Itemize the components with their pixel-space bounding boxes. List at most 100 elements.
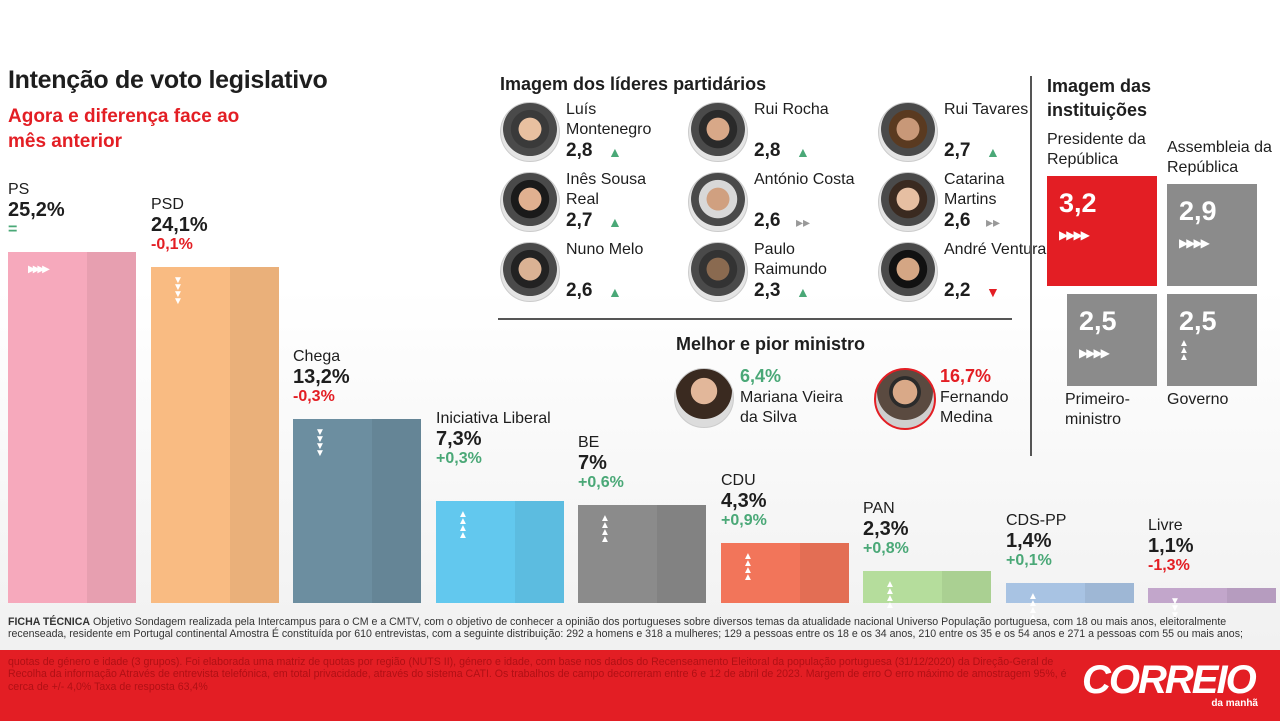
worst-minister-pct: 16,7%: [940, 366, 992, 386]
bar-label-3: Iniciativa Liberal 7,3% +0,3%: [436, 409, 566, 469]
leader-photo: [688, 242, 748, 302]
trend-down-icon: ▼: [986, 284, 1000, 300]
bar-trend-icon: ▲ ▲ ▲ ▲: [885, 579, 895, 611]
bar-label-5: CDU 4,3% +0,9%: [721, 471, 851, 531]
bar-label-6: PAN 2,3% +0,8%: [863, 499, 993, 559]
bar-category-label: CDU: [721, 472, 756, 489]
best-minister-pct: 6,4%: [740, 366, 782, 386]
bar-value-label: 25,2%: [8, 199, 65, 221]
bar-3: ▲ ▲ ▲ ▲: [436, 501, 564, 603]
bar-2: ▼ ▼ ▼ ▼: [293, 419, 421, 603]
logo-tagline: da manhã: [1211, 698, 1258, 709]
leader-score: 2,6: [754, 210, 781, 231]
bar-value-label: 24,1%: [151, 214, 208, 236]
leader-score: 2,8: [566, 140, 593, 161]
best-minister-name: Mariana Vieira da Silva: [740, 389, 843, 426]
bar-8: ▼ ▼ ▼ ▼: [1148, 588, 1276, 628]
bar-6: ▲ ▲ ▲ ▲: [863, 571, 991, 611]
bar-shade: [515, 501, 564, 603]
leader-name: André Ventura: [944, 241, 1047, 258]
leader-1: Rui Rocha 2,8 ▲: [688, 100, 868, 164]
bar-label-1: PSD 24,1% -0,1%: [151, 195, 281, 255]
bar-diff-label: +0,3%: [436, 450, 482, 467]
bar-label-7: CDS-PP 1,4% +0,1%: [1006, 511, 1136, 571]
bar-shade: [942, 571, 991, 603]
institution-box-2: 2,5 ▶▶▶▶: [1067, 294, 1157, 386]
bar-0: ▶▶▶▶: [8, 252, 136, 603]
bar-label-4: BE 7% +0,6%: [578, 433, 708, 493]
ministers-title: Melhor e pior ministro: [676, 334, 866, 354]
leader-name: Rui Rocha: [754, 101, 829, 118]
bar-shade: [1085, 583, 1134, 603]
bar-shade: [657, 505, 706, 603]
trend-up-icon: ▲: [796, 284, 810, 300]
trend-same-icon: ▸▸: [796, 214, 811, 230]
technical-sheet-text: Objetivo Sondagem realizada pela Interca…: [8, 616, 1243, 641]
leader-name: Luís Montenegro: [566, 101, 652, 138]
institutions-title: Imagem das instituições: [1047, 76, 1152, 120]
institution-label: Assembleia da República: [1167, 139, 1272, 176]
leader-score: 2,6: [566, 280, 593, 301]
bar-category-label: PAN: [863, 500, 895, 517]
trend-up-icon: ▲: [608, 214, 622, 230]
leader-5: Catarina Martins 2,6 ▸▸: [878, 170, 1058, 234]
minister-photo: [874, 368, 936, 430]
institution-box-0: 3,2 ▶▶▶▶: [1047, 176, 1157, 286]
leader-0: Luís Montenegro 2,8 ▲: [500, 100, 680, 164]
leader-score: 2,6: [944, 210, 971, 231]
bar-value-label: 1,4%: [1006, 530, 1052, 552]
chart-subtitle: Agora e diferença face ao mês anterior: [8, 106, 240, 152]
institution-trend-icon: ▶▶▶▶: [1079, 346, 1110, 360]
bar-trend-icon: ▶▶▶▶: [28, 264, 50, 275]
leader-8: André Ventura 2,2 ▼: [878, 240, 1058, 304]
bar-category-label: Iniciativa Liberal: [436, 410, 551, 427]
bar-diff-label: -0,3%: [293, 388, 335, 405]
institution-label: Presidente da República: [1047, 131, 1146, 168]
bar-7: ▲ ▲ ▲ ▲: [1006, 583, 1134, 623]
leader-photo: [500, 242, 560, 302]
institution-score: 2,5: [1179, 306, 1217, 336]
bar-label-0: PS 25,2% =: [8, 180, 138, 240]
bar-value-label: 2,3%: [863, 518, 909, 540]
bar-diff-label: -0,1%: [151, 236, 193, 253]
institution-box-3: 2,5 ▲ ▲ ▲: [1167, 294, 1257, 386]
bar-category-label: Livre: [1148, 517, 1183, 534]
chart-title: Intenção de voto legislativo: [8, 66, 328, 94]
leader-score: 2,3: [754, 280, 781, 301]
institution-trend-icon: ▶▶▶▶: [1059, 228, 1090, 242]
footer-band: [0, 650, 1280, 721]
leader-4: António Costa 2,6 ▸▸: [688, 170, 868, 234]
technical-sheet-text-continued: quotas de género e idade (3 grupos). Foi…: [8, 656, 1067, 693]
minister-photo: [674, 368, 734, 428]
leader-score: 2,2: [944, 280, 971, 301]
worst-minister-name: Fernando Medina: [940, 389, 1009, 426]
leader-3: Inês Sousa Real 2,7 ▲: [500, 170, 680, 234]
institution-label: Primeiro-ministro: [1065, 391, 1130, 428]
institution-trend-icon: ▲ ▲ ▲: [1179, 338, 1189, 363]
leader-photo: [878, 172, 938, 232]
leader-score: 2,7: [566, 210, 593, 231]
leader-photo: [688, 172, 748, 232]
bar-trend-icon: ▲ ▲ ▲ ▲: [600, 513, 610, 545]
bar-label-2: Chega 13,2% -0,3%: [293, 347, 423, 407]
vertical-divider: [1030, 76, 1032, 456]
logo-wordmark: CORREIO: [1082, 658, 1257, 702]
bar-diff-label: +0,9%: [721, 512, 767, 529]
bar-category-label: Chega: [293, 348, 341, 365]
institution-score: 2,5: [1079, 306, 1117, 336]
leader-score: 2,7: [944, 140, 971, 161]
bar-value-label: 13,2%: [293, 366, 350, 388]
institution-trend-icon: ▶▶▶▶: [1179, 236, 1210, 250]
technical-sheet: FICHA TÉCNICA Objetivo Sondagem realizad…: [8, 616, 1276, 641]
trend-up-icon: ▲: [986, 144, 1000, 160]
bar-value-label: 7,3%: [436, 428, 482, 450]
leader-6: Nuno Melo 2,6 ▲: [500, 240, 680, 304]
leader-name: António Costa: [754, 171, 855, 188]
leader-score: 2,8: [754, 140, 781, 161]
trend-up-icon: ▲: [796, 144, 810, 160]
leader-name: Inês Sousa Real: [566, 171, 647, 208]
section-divider: [498, 318, 1012, 320]
bar-category-label: PS: [8, 181, 30, 198]
bar-shade: [372, 419, 421, 603]
bar-trend-icon: ▼ ▼ ▼ ▼: [1170, 596, 1180, 628]
